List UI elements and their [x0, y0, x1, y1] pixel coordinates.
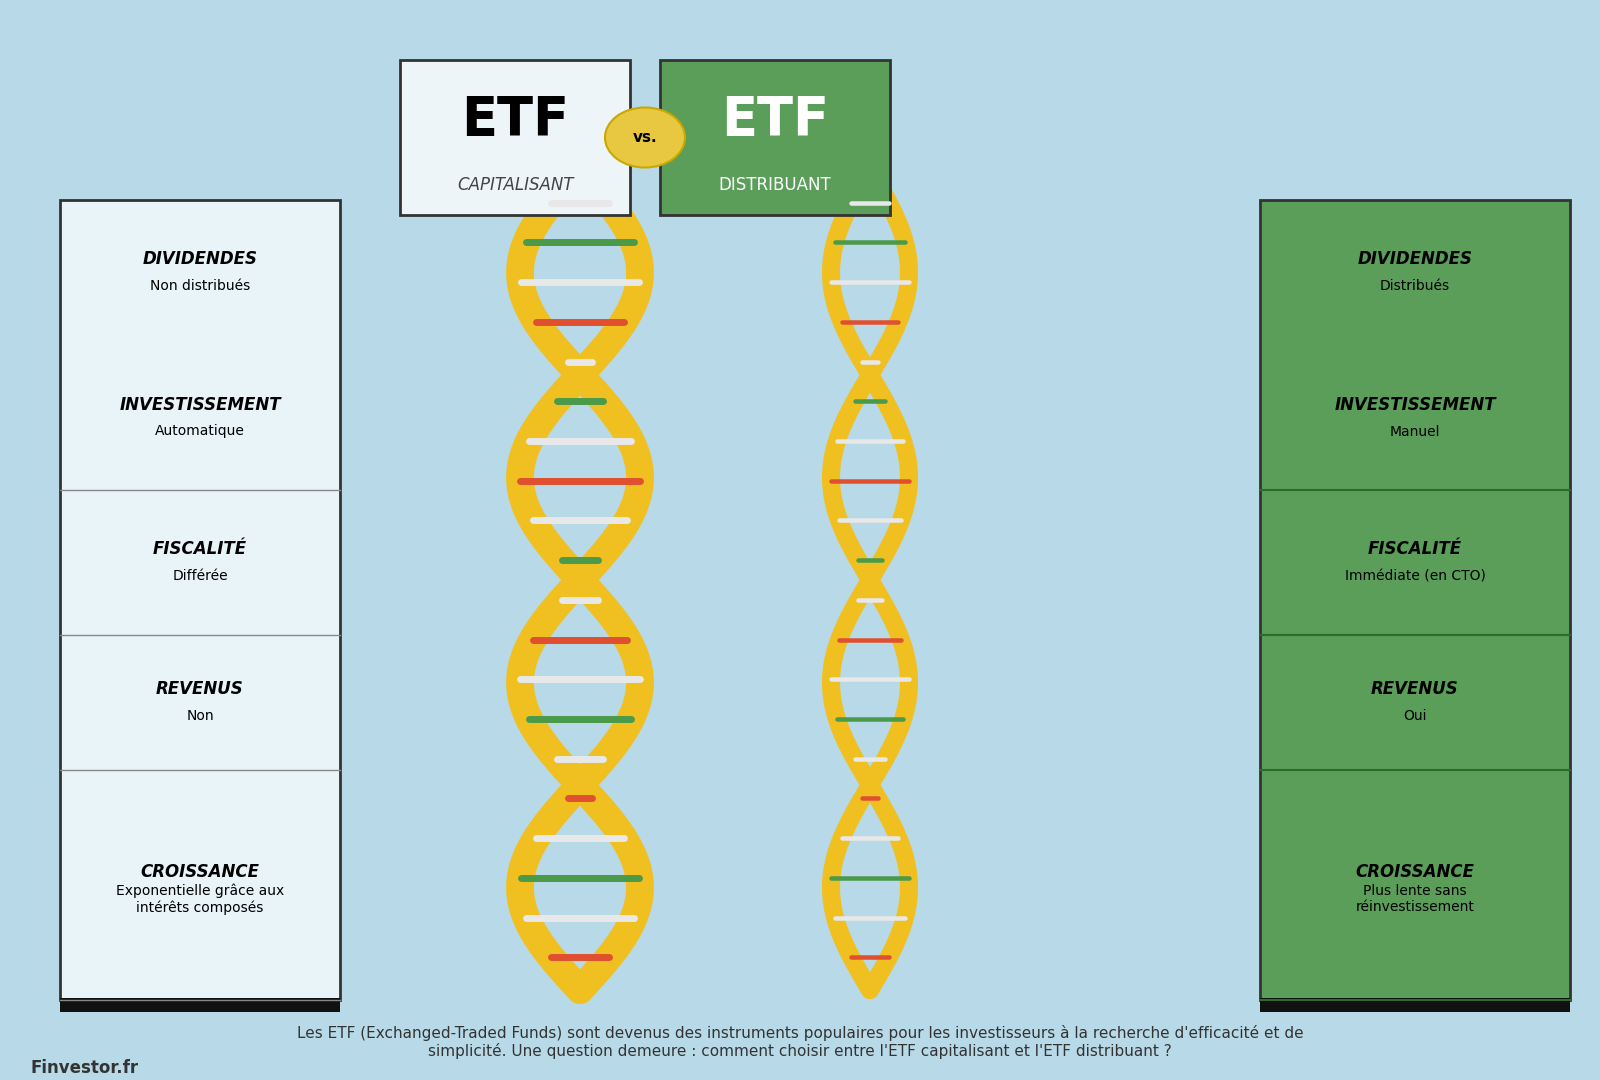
Text: Immédiate (en CTO): Immédiate (en CTO) — [1344, 569, 1485, 583]
Text: vs.: vs. — [632, 130, 658, 145]
Text: Finvestor.fr: Finvestor.fr — [30, 1059, 138, 1077]
Text: DIVIDENDES: DIVIDENDES — [1357, 251, 1472, 269]
FancyBboxPatch shape — [61, 200, 339, 1000]
Text: ETF: ETF — [722, 94, 829, 146]
Text: DIVIDENDES: DIVIDENDES — [142, 251, 258, 269]
Text: Distribués: Distribués — [1379, 280, 1450, 294]
Text: DISTRIBUANT: DISTRIBUANT — [718, 176, 832, 194]
FancyBboxPatch shape — [1261, 998, 1570, 1012]
Text: Exponentielle grâce aux
intérêts composés: Exponentielle grâce aux intérêts composé… — [115, 883, 285, 915]
Text: Automatique: Automatique — [155, 424, 245, 438]
Text: REVENUS: REVENUS — [1371, 680, 1459, 699]
Text: FISCALITÉ: FISCALITÉ — [154, 540, 246, 558]
Text: FISCALITÉ: FISCALITÉ — [1368, 540, 1462, 558]
Text: Oui: Oui — [1403, 710, 1427, 724]
FancyBboxPatch shape — [661, 60, 890, 215]
FancyBboxPatch shape — [400, 60, 630, 215]
Ellipse shape — [605, 108, 685, 167]
Text: Non: Non — [186, 710, 214, 724]
Text: ETF: ETF — [461, 94, 570, 146]
FancyBboxPatch shape — [1261, 200, 1570, 1000]
Text: Plus lente sans
réinvestissement: Plus lente sans réinvestissement — [1355, 883, 1475, 914]
Text: REVENUS: REVENUS — [157, 680, 243, 699]
Text: INVESTISSEMENT: INVESTISSEMENT — [118, 395, 282, 414]
Text: Différée: Différée — [173, 569, 227, 583]
Text: Manuel: Manuel — [1390, 424, 1440, 438]
Text: CROISSANCE: CROISSANCE — [141, 863, 259, 881]
Text: Non distribués: Non distribués — [150, 280, 250, 294]
FancyBboxPatch shape — [61, 998, 339, 1012]
Text: CROISSANCE: CROISSANCE — [1355, 863, 1475, 881]
Text: CAPITALISANT: CAPITALISANT — [458, 176, 573, 194]
Text: INVESTISSEMENT: INVESTISSEMENT — [1334, 395, 1496, 414]
Text: Les ETF (Exchanged-Traded Funds) sont devenus des instruments populaires pour le: Les ETF (Exchanged-Traded Funds) sont de… — [296, 1025, 1304, 1059]
